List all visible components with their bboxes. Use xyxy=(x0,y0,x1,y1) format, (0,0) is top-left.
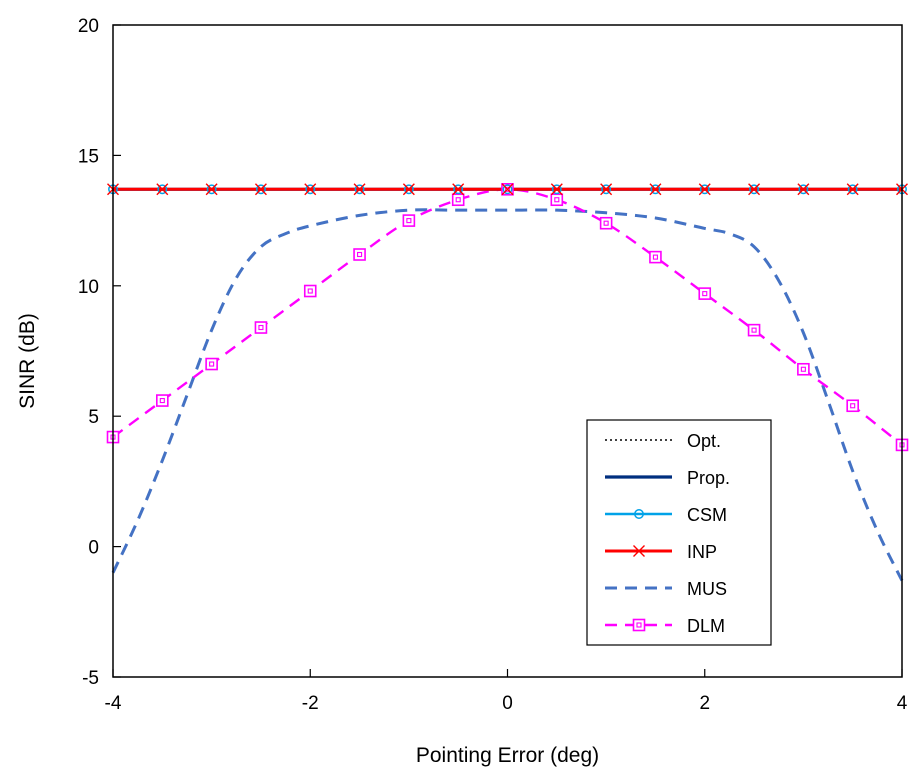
series-marker-dlm xyxy=(303,284,317,298)
series-marker-csm xyxy=(847,184,858,195)
legend-label-dlm: DLM xyxy=(687,616,725,636)
series-marker-dlm-inner xyxy=(357,251,363,258)
series-marker-dlm xyxy=(402,214,416,227)
series-marker-csm xyxy=(650,184,661,195)
series-marker-dlm-inner xyxy=(702,291,708,297)
y-tick-label: 15 xyxy=(78,146,99,167)
y-tick-label: -5 xyxy=(82,668,99,689)
series-marker-dlm-inner xyxy=(504,186,511,192)
y-tick-label: 5 xyxy=(88,407,99,428)
legend-box xyxy=(586,419,772,646)
x-tick-label: 4 xyxy=(897,693,908,714)
series-marker-dlm-inner xyxy=(159,398,165,404)
legend-marker-dlm-inner xyxy=(636,622,642,628)
series-marker-csm xyxy=(502,184,513,195)
x-tick-label: 0 xyxy=(502,693,513,714)
series-marker-csm xyxy=(255,184,266,195)
series-marker-csm xyxy=(551,184,562,195)
y-tick-label: 10 xyxy=(78,277,99,298)
series-marker-dlm-inner xyxy=(652,254,658,260)
series-marker-inp xyxy=(797,183,810,196)
series-marker-dlm xyxy=(747,323,761,337)
x-tick-label: -2 xyxy=(302,693,319,714)
series-marker-dlm xyxy=(550,193,564,207)
series-marker-dlm-inner xyxy=(800,366,806,372)
legend-label-csm: CSM xyxy=(687,505,727,525)
series-marker-inp xyxy=(353,183,366,196)
x-tick-label: 2 xyxy=(699,693,710,714)
series-marker-csm xyxy=(157,184,168,195)
series-marker-dlm xyxy=(797,362,810,376)
series-marker-inp xyxy=(304,183,317,196)
series-marker-dlm xyxy=(846,399,859,413)
series-marker-csm xyxy=(206,184,217,195)
marker-layer xyxy=(106,183,909,452)
x-axis-title: Pointing Error (deg) xyxy=(416,744,599,767)
series-marker-dlm-inner xyxy=(455,197,461,203)
series-marker-csm xyxy=(305,184,316,195)
plot-frame xyxy=(112,24,903,678)
series-marker-inp xyxy=(550,183,563,196)
series-marker-csm xyxy=(403,184,414,195)
legend: Opt. Prop. CSM INP MUS DLM xyxy=(586,419,772,646)
series-marker-csm xyxy=(749,184,760,195)
series-marker-dlm xyxy=(254,321,268,334)
series-marker-inp xyxy=(501,183,514,196)
legend-marker-inp xyxy=(633,545,645,557)
series-marker-dlm xyxy=(649,250,662,264)
series-marker-dlm xyxy=(698,287,712,300)
series-marker-csm xyxy=(699,184,710,195)
series-marker-dlm xyxy=(353,248,366,261)
series-marker-csm xyxy=(354,184,365,195)
series-marker-dlm xyxy=(599,216,613,230)
series-line-dlm xyxy=(112,188,903,446)
series-marker-dlm-inner xyxy=(603,220,609,226)
legend-marker-dlm xyxy=(632,618,646,632)
series-marker-dlm xyxy=(451,193,465,207)
series-marker-inp xyxy=(600,183,613,196)
legend-label-opt: Opt. xyxy=(687,431,721,451)
legend-marker-csm xyxy=(634,509,644,519)
series-marker-dlm xyxy=(205,357,218,371)
series-marker-dlm-inner xyxy=(751,327,757,333)
y-tick-label: 20 xyxy=(78,16,99,37)
series-marker-inp xyxy=(156,183,169,196)
series-marker-inp xyxy=(205,183,218,196)
series-marker-dlm-inner xyxy=(258,324,264,331)
series-marker-inp xyxy=(452,183,465,196)
series-marker-inp xyxy=(254,183,267,196)
series-marker-dlm-inner xyxy=(554,197,560,203)
series-marker-dlm-inner xyxy=(209,361,215,367)
series-marker-dlm-inner xyxy=(307,288,313,294)
series-marker-csm xyxy=(601,184,612,195)
legend-label-mus: MUS xyxy=(687,579,727,599)
series-marker-dlm-inner xyxy=(406,218,412,224)
x-tick-label: -4 xyxy=(105,693,122,714)
series-marker-dlm-inner xyxy=(850,403,856,409)
series-marker-inp xyxy=(846,183,859,196)
series-marker-csm xyxy=(798,184,809,195)
series-marker-inp xyxy=(649,183,662,196)
y-tick-label: 0 xyxy=(88,538,99,559)
y-axis-title: SINR (dB) xyxy=(16,313,39,409)
legend-label-prop: Prop. xyxy=(687,468,730,488)
series-line-mus xyxy=(111,208,904,582)
legend-label-inp: INP xyxy=(687,542,717,562)
series-marker-inp xyxy=(748,183,761,196)
series-layer xyxy=(111,187,904,582)
series-marker-inp xyxy=(698,183,711,196)
series-marker-dlm xyxy=(156,394,169,407)
series-marker-csm xyxy=(453,184,464,195)
series-marker-inp xyxy=(402,183,415,196)
tick-layer: -4 -2 0 2 4 -5 0 5 10 15 20 xyxy=(78,16,908,714)
